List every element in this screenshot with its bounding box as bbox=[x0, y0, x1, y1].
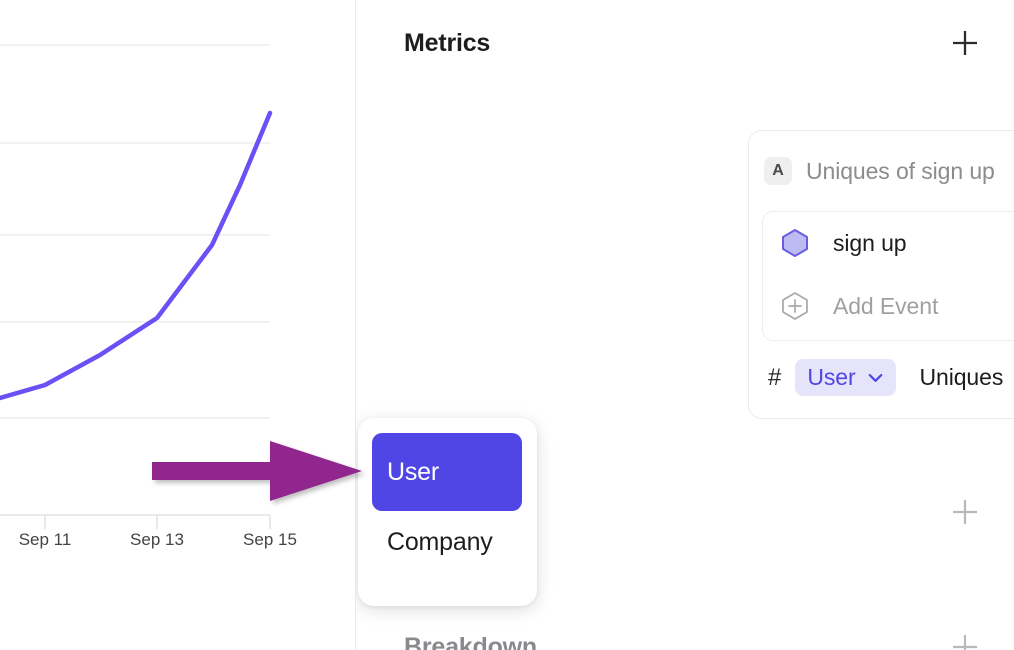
second-section-header bbox=[404, 495, 982, 529]
event-label-sign-up: sign up bbox=[833, 229, 907, 256]
add-breakdown-button[interactable] bbox=[948, 630, 982, 650]
aggregate-selector-row: # User Uniques bbox=[766, 359, 1014, 396]
metric-title-text: Uniques of sign up bbox=[806, 157, 995, 184]
chevron-down-icon bbox=[868, 373, 882, 382]
add-metric-button[interactable] bbox=[948, 26, 982, 60]
dropdown-option-user[interactable]: User bbox=[372, 433, 522, 511]
chart-x-axis bbox=[0, 514, 271, 529]
dropdown-option-company[interactable]: Company bbox=[387, 528, 493, 557]
plus-icon bbox=[953, 500, 977, 524]
breakdown-section-title: Breakdown bbox=[404, 632, 537, 650]
entity-select-user[interactable]: User bbox=[795, 359, 896, 396]
add-second-section-button[interactable] bbox=[948, 495, 982, 529]
entity-dropdown-menu[interactable]: User Company bbox=[358, 418, 537, 606]
aggregate-type-label: Uniques bbox=[919, 364, 1004, 390]
x-axis-tick-label-0: Sep 11 bbox=[18, 530, 72, 549]
x-axis-tick-label-2: Sep 15 bbox=[243, 530, 297, 549]
plus-icon bbox=[953, 635, 977, 650]
entity-select-label: User bbox=[807, 364, 856, 390]
metrics-section-title: Metrics bbox=[404, 28, 491, 57]
chart-line-series-uniques-of-sign-up bbox=[0, 110, 273, 401]
add-event-row[interactable]: Add Event bbox=[779, 290, 938, 322]
metric-letter-badge: A bbox=[764, 157, 792, 185]
x-axis-tick-label-1: Sep 13 bbox=[130, 530, 184, 549]
hexagon-plus-icon bbox=[782, 292, 808, 320]
metric-title-row: A Uniques of sign up bbox=[764, 157, 995, 185]
chart-gridlines bbox=[0, 44, 270, 419]
aggregate-type-select-uniques[interactable]: Uniques bbox=[908, 359, 1014, 396]
breakdown-section-header: Breakdown bbox=[404, 630, 982, 650]
hash-icon: # bbox=[768, 363, 782, 391]
dropdown-option-company-label: Company bbox=[387, 528, 493, 556]
add-event-label: Add Event bbox=[833, 292, 939, 319]
metric-card[interactable]: A Uniques of sign up sign up bbox=[748, 130, 1014, 419]
events-card: sign up Add Event bbox=[762, 211, 1014, 341]
metrics-section-header: Metrics bbox=[404, 26, 982, 60]
sidebar-panel: Metrics A Uniques of sign up bbox=[356, 0, 1014, 650]
plus-icon bbox=[953, 31, 977, 55]
hexagon-filled-icon bbox=[782, 229, 808, 257]
chart-pane: Sep 11 Sep 13 Sep 15 bbox=[0, 0, 355, 650]
dropdown-option-user-label: User bbox=[387, 457, 439, 486]
event-row-sign-up[interactable]: sign up bbox=[779, 227, 907, 259]
line-chart bbox=[0, 44, 273, 529]
pane-divider bbox=[355, 0, 356, 650]
